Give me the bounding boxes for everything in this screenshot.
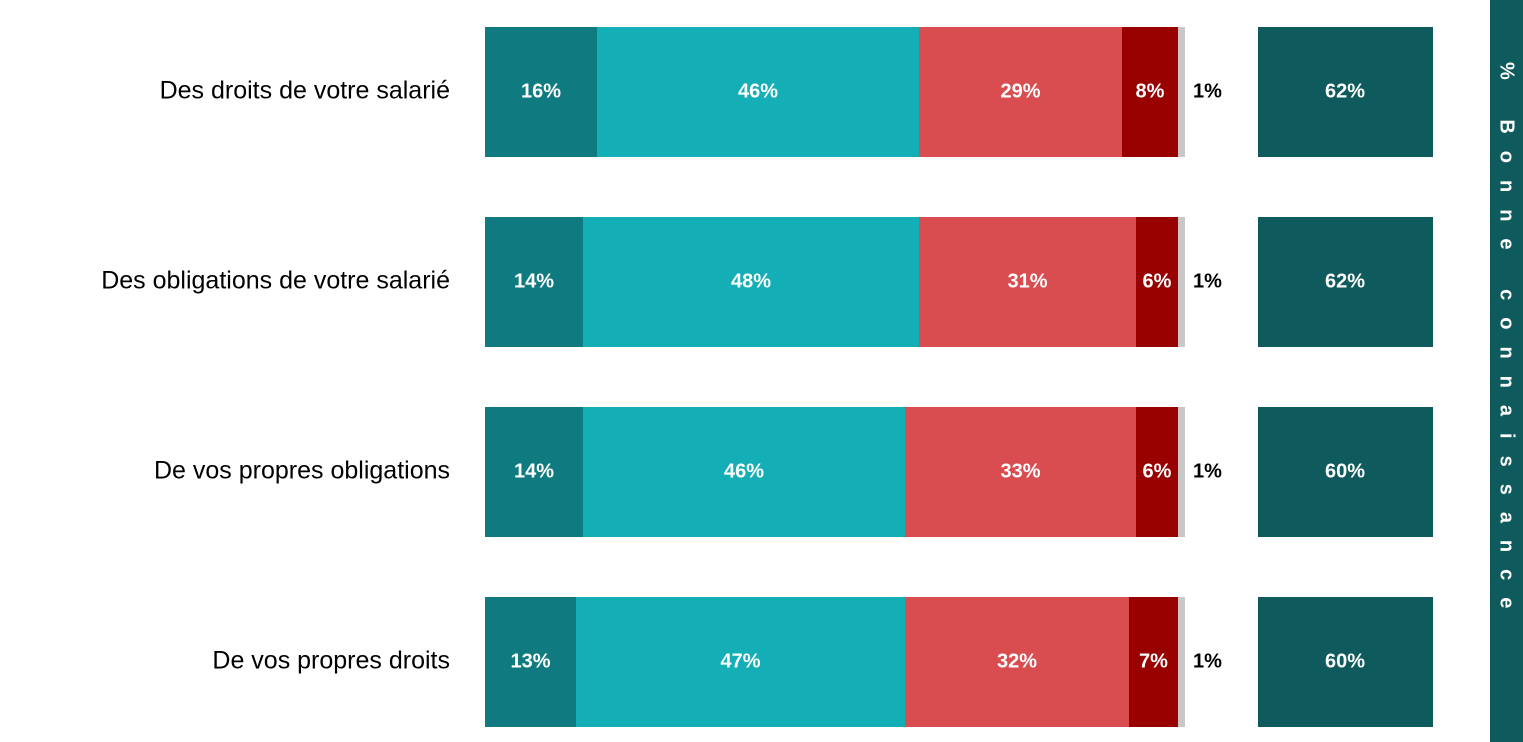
summary-box <box>1258 407 1433 537</box>
value-label: 14% <box>514 270 554 292</box>
bar-segment <box>919 27 1122 157</box>
bar-segment <box>485 217 583 347</box>
bar-segment <box>583 407 905 537</box>
value-label: 29% <box>1000 80 1040 102</box>
value-label: 6% <box>1143 460 1172 482</box>
bar-segment <box>485 27 597 157</box>
bar-segment <box>919 217 1136 347</box>
value-label: 1% <box>1193 460 1222 482</box>
value-label: 16% <box>521 80 561 102</box>
value-label: 13% <box>510 650 550 672</box>
value-label: 1% <box>1193 650 1222 672</box>
bar-segment <box>485 407 583 537</box>
bar-segment <box>1136 217 1178 347</box>
value-label: 47% <box>720 650 760 672</box>
value-label: 8% <box>1136 80 1165 102</box>
summary-label: 62% <box>1325 270 1365 292</box>
category-label: Des obligations de votre salarié <box>101 267 450 295</box>
bar-segment <box>597 27 919 157</box>
bar-segment <box>905 407 1136 537</box>
value-label: 31% <box>1007 270 1047 292</box>
value-label: 46% <box>724 460 764 482</box>
bar-segment <box>1178 27 1185 157</box>
bar-segment <box>583 217 919 347</box>
category-label: Des droits de votre salarié <box>160 77 450 105</box>
summary-title: % Bonne connaissance <box>1496 62 1518 625</box>
value-label: 32% <box>997 650 1037 672</box>
bar-segment <box>905 597 1129 727</box>
value-label: 7% <box>1139 650 1168 672</box>
summary-box <box>1258 597 1433 727</box>
bar-segment <box>1129 597 1178 727</box>
value-label: 1% <box>1193 270 1222 292</box>
bar-segment <box>1178 407 1185 537</box>
bar-segment <box>1178 597 1185 727</box>
bar-segment <box>576 597 905 727</box>
summary-box <box>1258 27 1433 157</box>
category-label: De vos propres droits <box>212 647 450 675</box>
value-label: 14% <box>514 460 554 482</box>
value-label: 46% <box>738 80 778 102</box>
value-label: 33% <box>1000 460 1040 482</box>
summary-band <box>1490 0 1523 742</box>
summary-label: 62% <box>1325 80 1365 102</box>
summary-box <box>1258 217 1433 347</box>
summary-label: 60% <box>1325 460 1365 482</box>
summary-label: 60% <box>1325 650 1365 672</box>
bar-segment <box>1136 407 1178 537</box>
value-label: 48% <box>731 270 771 292</box>
bar-segment <box>1122 27 1178 157</box>
value-label: 6% <box>1143 270 1172 292</box>
value-label: 1% <box>1193 80 1222 102</box>
bar-segment <box>1178 217 1185 347</box>
bar-segment <box>485 597 576 727</box>
category-label: De vos propres obligations <box>154 457 450 485</box>
